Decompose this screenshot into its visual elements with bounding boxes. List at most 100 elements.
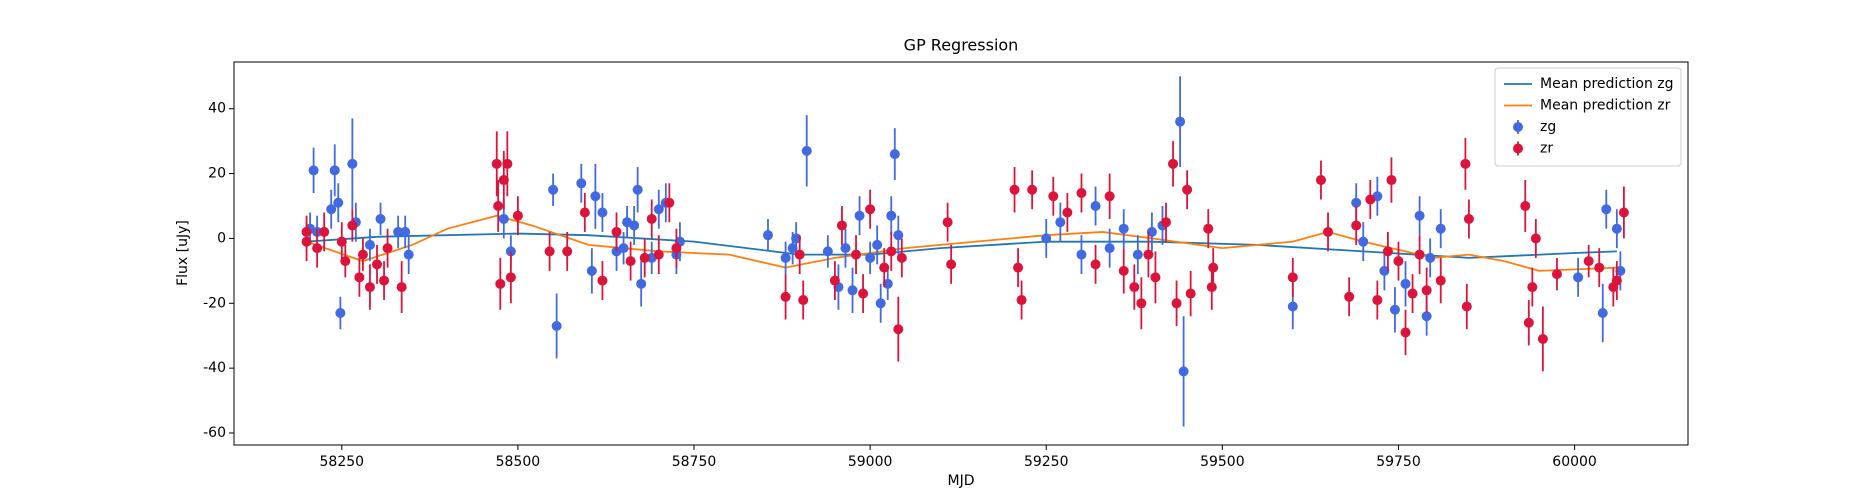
- point: [671, 243, 682, 254]
- point: [1118, 265, 1129, 276]
- point: [319, 226, 330, 237]
- point: [498, 175, 509, 186]
- legend-swatch: [1513, 143, 1523, 154]
- point: [1527, 282, 1538, 293]
- point: [1315, 175, 1326, 186]
- point: [1583, 256, 1594, 267]
- point: [1611, 223, 1622, 234]
- point: [1435, 275, 1446, 286]
- point: [1618, 207, 1629, 218]
- point: [829, 275, 840, 286]
- point: [1421, 285, 1432, 296]
- point: [1171, 298, 1182, 309]
- point: [403, 249, 414, 260]
- x-tick-label: 58250: [320, 454, 365, 470]
- point: [512, 210, 523, 221]
- point: [375, 213, 386, 224]
- point: [1615, 265, 1626, 276]
- point: [1365, 194, 1376, 205]
- point: [1520, 200, 1531, 211]
- point: [1386, 175, 1397, 186]
- point: [1414, 210, 1425, 221]
- point: [1463, 213, 1474, 224]
- point: [1379, 265, 1390, 276]
- point: [1358, 236, 1369, 247]
- point: [791, 233, 802, 244]
- point: [1129, 282, 1140, 293]
- point: [780, 252, 791, 263]
- point: [1344, 291, 1355, 302]
- point: [872, 239, 883, 250]
- point: [1076, 188, 1087, 199]
- point: [1351, 197, 1362, 208]
- point: [1523, 317, 1534, 328]
- point: [1178, 366, 1189, 377]
- point: [1076, 249, 1087, 260]
- legend-label: Mean prediction zg: [1540, 76, 1674, 92]
- point: [597, 207, 608, 218]
- point: [333, 197, 344, 208]
- point: [801, 145, 812, 156]
- point: [893, 230, 904, 241]
- point: [301, 236, 312, 247]
- point: [1185, 288, 1196, 299]
- point: [1389, 304, 1400, 315]
- point: [347, 220, 358, 231]
- point: [629, 220, 640, 231]
- x-tick-label: 60000: [1552, 454, 1597, 470]
- point: [1104, 243, 1115, 254]
- point: [400, 226, 411, 237]
- point: [1461, 301, 1472, 312]
- point: [326, 204, 337, 215]
- point: [551, 320, 562, 331]
- point: [1407, 288, 1418, 299]
- point: [1090, 200, 1101, 211]
- point: [875, 298, 886, 309]
- point: [847, 285, 858, 296]
- point: [840, 243, 851, 254]
- point: [882, 278, 893, 289]
- point: [502, 158, 513, 169]
- legend-swatch: [1513, 122, 1523, 132]
- point: [354, 272, 365, 283]
- point: [1287, 272, 1298, 283]
- point: [653, 204, 664, 215]
- point: [597, 275, 608, 286]
- point: [491, 158, 502, 169]
- point: [836, 220, 847, 231]
- point: [851, 249, 862, 260]
- point: [1143, 249, 1154, 260]
- point: [1016, 295, 1027, 306]
- point: [1421, 311, 1432, 322]
- point: [495, 278, 506, 289]
- point: [1203, 223, 1214, 234]
- point: [357, 249, 368, 260]
- point: [636, 278, 647, 289]
- point: [946, 259, 957, 270]
- point: [1323, 226, 1334, 237]
- point: [787, 243, 798, 254]
- x-tick-label: 59250: [1024, 454, 1069, 470]
- point: [576, 178, 587, 189]
- point: [562, 246, 573, 257]
- point: [1594, 262, 1605, 273]
- point: [1041, 233, 1052, 244]
- point: [664, 197, 675, 208]
- y-tick-label: -20: [203, 295, 226, 311]
- point: [896, 252, 907, 263]
- point: [396, 282, 407, 293]
- point: [1351, 220, 1362, 231]
- x-tick-label: 59500: [1200, 454, 1245, 470]
- y-tick-label: 40: [208, 101, 226, 117]
- point: [1393, 256, 1404, 267]
- point: [1537, 333, 1548, 344]
- point: [544, 246, 555, 257]
- point: [1208, 262, 1219, 273]
- point: [886, 246, 897, 257]
- legend-box: [1494, 67, 1682, 167]
- y-tick-label: -60: [203, 425, 226, 441]
- plot-area: [301, 76, 1629, 427]
- point: [586, 265, 597, 276]
- point: [822, 246, 833, 257]
